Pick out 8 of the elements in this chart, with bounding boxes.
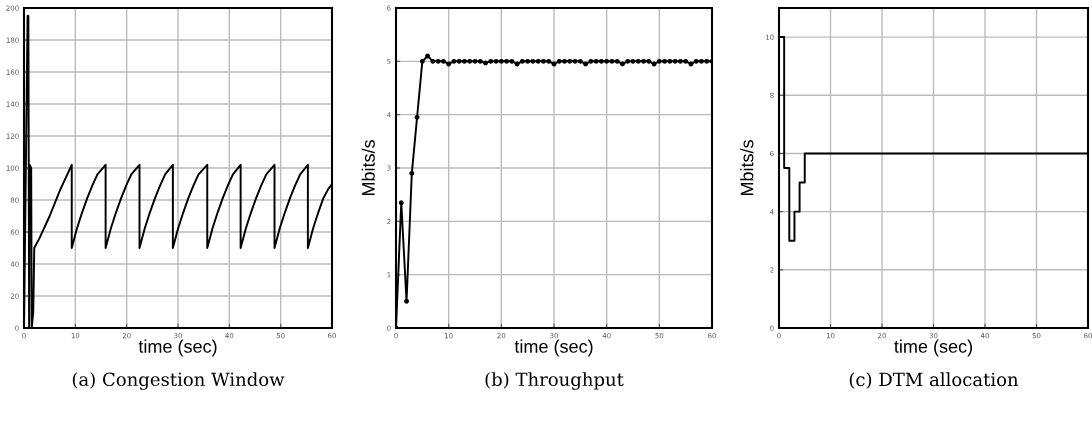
y-axis-title: Mbits/s — [361, 140, 375, 196]
x-axis-title: time (sec) — [894, 339, 973, 357]
text: (a) Congestion Window — [72, 372, 285, 390]
text: (b) Throughput — [485, 372, 624, 390]
x-axis-title: time (sec) — [514, 339, 593, 357]
x-axis-title: time (sec) — [138, 339, 217, 357]
y-axis-title: Mbits/s — [740, 140, 754, 196]
text: (c) DTM allocation — [849, 372, 1019, 389]
